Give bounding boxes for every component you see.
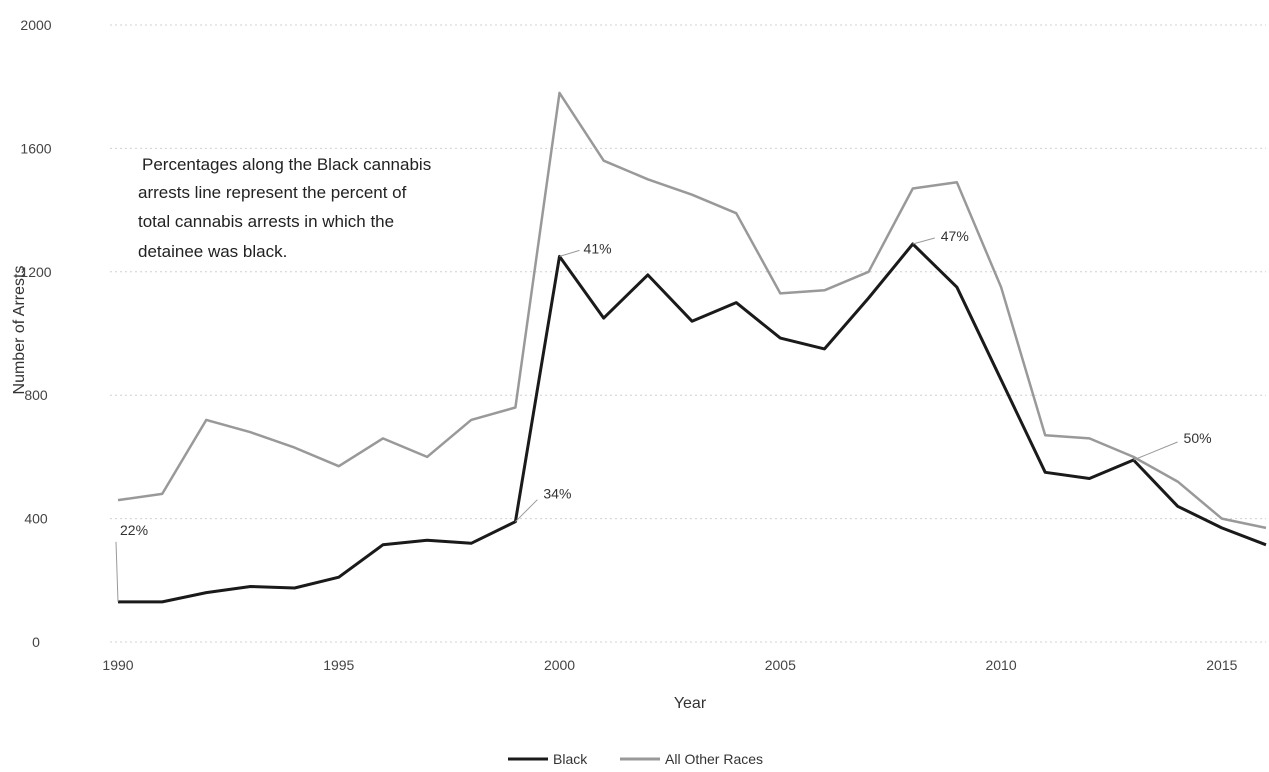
y-tick-label: 0 [32,634,40,650]
annotation-label: 50% [1184,430,1212,446]
note-box: Percentages along the Black cannabis arr… [138,155,431,261]
annotation-leader [559,249,580,257]
legend-label-all-other-races: All Other Races [665,751,763,767]
y-tick-label: 1600 [20,140,51,156]
legend-label-black: Black [553,751,588,767]
legend: Black All Other Races [508,751,763,767]
y-tick-label: 2000 [20,17,51,33]
note-line-2: arrests line represent the percent of [138,183,407,202]
x-tick-label: 2005 [765,657,796,673]
series-lines [117,91,1267,604]
y-tick-label: 400 [24,511,48,527]
annotation-leader [1133,441,1178,461]
annotation-label: 34% [543,486,571,502]
x-tick-label: 2000 [544,657,575,673]
x-tick-label: 2010 [985,657,1016,673]
series-line-black [118,242,1267,604]
annotation-leader [515,499,538,523]
note-line-4: detainee was black. [138,242,287,261]
gridlines [110,24,1266,643]
note-line-1: Percentages along the Black cannabis [142,155,431,174]
y-axis-tick-labels: 0 400 800 1200 1600 2000 [20,17,51,650]
annotation-leader [912,237,935,245]
x-axis-title: Year [674,695,707,712]
x-tick-label: 1995 [323,657,354,673]
x-axis-tick-labels: 1990 1995 2000 2005 2010 2015 [102,657,1237,673]
series-line-all-other-races [117,91,1267,530]
note-line-3: total cannabis arrests in which the [138,212,394,231]
annotation-leader [115,541,119,602]
x-tick-label: 2015 [1206,657,1237,673]
x-tick-label: 1990 [102,657,133,673]
annotation-label: 41% [584,240,612,256]
y-tick-label: 1200 [20,264,51,280]
y-tick-label: 800 [24,387,48,403]
y-axis-title: Number of Arrests [11,266,28,395]
percentage-annotations: 22% 34% 41% 47% 50% [115,228,1212,602]
annotation-label: 22% [120,522,148,538]
annotation-label: 47% [941,228,969,244]
